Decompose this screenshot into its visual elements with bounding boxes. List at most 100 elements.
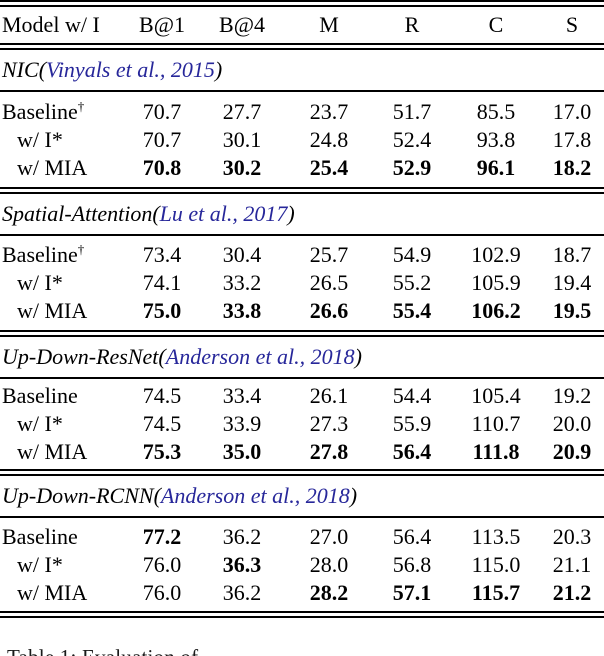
metric-value: 76.0 <box>142 579 182 605</box>
metric-value: 30.2 <box>222 154 262 180</box>
section-name: Up-Down-ResNet <box>2 344 159 369</box>
col-header-m: M <box>319 12 339 37</box>
metric-value: 33.2 <box>222 270 262 295</box>
section-title-spatial-attention: Spatial-Attention (Lu et al., 2017) <box>0 194 604 234</box>
metric-value: 27.0 <box>309 523 349 549</box>
table-row: Baseline 77.2 36.2 27.0 56.4 113.5 20.3 <box>0 523 604 551</box>
bottom-double-rule <box>0 611 604 618</box>
metric-value: 26.5 <box>309 270 349 295</box>
section-name: NIC <box>2 57 39 82</box>
metric-value: 26.6 <box>309 298 349 323</box>
row-label: Baseline <box>2 523 78 549</box>
top-double-rule <box>0 0 604 7</box>
metric-value: 27.7 <box>222 98 262 124</box>
row-label: w/ MIA <box>17 439 88 464</box>
metric-value: 28.2 <box>309 579 349 605</box>
metric-value: 115.7 <box>471 579 521 605</box>
table-row: w/ MIA 70.8 30.2 25.4 52.9 96.1 18.2 <box>0 154 604 182</box>
paren-open: ( <box>152 201 160 226</box>
table-row: Baseline† 70.7 27.7 23.7 51.7 85.5 17.0 <box>0 98 604 126</box>
metric-value: 30.1 <box>222 126 262 152</box>
section-double-rule <box>0 187 604 194</box>
metric-value: 56.4 <box>392 439 432 464</box>
table-caption: Table 1: Evaluation of <box>0 645 604 656</box>
dagger-mark: † <box>77 98 85 114</box>
metric-value: 36.2 <box>222 579 262 605</box>
section-rule <box>0 516 604 518</box>
header-double-rule <box>0 43 604 50</box>
row-label: w/ I* <box>17 551 63 577</box>
metric-value: 111.8 <box>472 439 520 464</box>
row-label: Baseline† <box>2 98 85 124</box>
citation-link[interactable]: Anderson et al., 2018 <box>160 483 350 508</box>
paren-close: ) <box>214 57 223 82</box>
paren-open: ( <box>153 483 161 508</box>
col-header-b4: B@4 <box>219 12 265 37</box>
citation-link[interactable]: Lu et al., 2017 <box>159 201 288 226</box>
metric-value: 70.8 <box>142 154 182 180</box>
metric-value: 55.4 <box>392 298 432 323</box>
metric-value: 18.7 <box>552 242 592 267</box>
metric-value: 20.3 <box>552 523 592 549</box>
section-rule <box>0 377 604 379</box>
section-double-rule <box>0 330 604 337</box>
paren-close: ) <box>349 483 358 508</box>
metric-value: 36.3 <box>222 551 262 577</box>
metric-value: 76.0 <box>142 551 182 577</box>
table-row: w/ I* 70.7 30.1 24.8 52.4 93.8 17.8 <box>0 126 604 154</box>
row-label: w/ MIA <box>17 298 88 323</box>
metric-value: 21.2 <box>552 579 592 605</box>
metric-value: 30.4 <box>222 242 262 267</box>
table-row: Baseline† 73.4 30.4 25.7 54.9 102.9 18.7 <box>0 241 604 269</box>
metric-value: 113.5 <box>471 523 521 549</box>
section-rows-nic: Baseline† 70.7 27.7 23.7 51.7 85.5 17.0 … <box>0 92 604 187</box>
row-label: w/ I* <box>17 411 63 436</box>
metric-value: 85.5 <box>476 98 516 124</box>
metric-value: 74.5 <box>142 411 182 436</box>
section-name: Up-Down-RCNN <box>2 483 154 508</box>
metric-value: 25.4 <box>309 154 349 180</box>
table-row: w/ I* 74.5 33.9 27.3 55.9 110.7 20.0 <box>0 410 604 438</box>
table-row: Baseline 74.5 33.4 26.1 54.4 105.4 19.2 <box>0 382 604 410</box>
metric-value: 18.2 <box>552 154 592 180</box>
metric-value: 56.8 <box>392 551 432 577</box>
metric-value: 57.1 <box>392 579 432 605</box>
row-label: Baseline† <box>2 241 85 267</box>
row-label: w/ I* <box>17 270 63 295</box>
metric-value: 105.4 <box>471 383 521 408</box>
section-rows-spatial-attention: Baseline† 73.4 30.4 25.7 54.9 102.9 18.7… <box>0 236 604 330</box>
paren-close: ) <box>287 201 295 226</box>
col-header-b1: B@1 <box>139 12 185 37</box>
metric-value: 55.9 <box>392 411 432 436</box>
metric-value: 28.0 <box>309 551 349 577</box>
metric-value: 70.7 <box>142 98 182 124</box>
metric-value: 17.0 <box>552 98 592 124</box>
metric-value: 26.1 <box>309 383 349 408</box>
metric-value: 54.9 <box>392 242 432 267</box>
col-header-model: Model w/ I <box>2 12 100 37</box>
metric-value: 52.9 <box>392 154 432 180</box>
metric-value: 115.0 <box>471 551 521 577</box>
table-row: w/ MIA 76.0 36.2 28.2 57.1 115.7 21.2 <box>0 579 604 607</box>
metric-value: 27.3 <box>309 411 349 436</box>
metric-value: 17.8 <box>552 126 592 152</box>
table-header-row: Model w/ I B@1 B@4 M R C S <box>0 7 604 43</box>
paren-open: ( <box>38 57 47 82</box>
section-rule <box>0 90 604 92</box>
metric-value: 21.1 <box>552 551 592 577</box>
section-title-up-down-rcnn: Up-Down-RCNN (Anderson et al., 2018) <box>0 476 604 516</box>
metric-value: 70.7 <box>142 126 182 152</box>
metric-value: 105.9 <box>471 270 521 295</box>
table-row: w/ I* 76.0 36.3 28.0 56.8 115.0 21.1 <box>0 551 604 579</box>
metric-value: 36.2 <box>222 523 262 549</box>
metric-value: 77.2 <box>142 523 182 549</box>
row-label: w/ MIA <box>17 579 88 605</box>
section-title-up-down-resnet: Up-Down-ResNet (Anderson et al., 2018) <box>0 337 604 377</box>
citation-link[interactable]: Vinyals et al., 2015 <box>46 57 215 82</box>
metric-value: 75.0 <box>142 298 182 323</box>
citation-link[interactable]: Anderson et al., 2018 <box>165 344 355 369</box>
metric-value: 102.9 <box>471 242 521 267</box>
metric-value: 52.4 <box>392 126 432 152</box>
metric-value: 96.1 <box>476 154 516 180</box>
